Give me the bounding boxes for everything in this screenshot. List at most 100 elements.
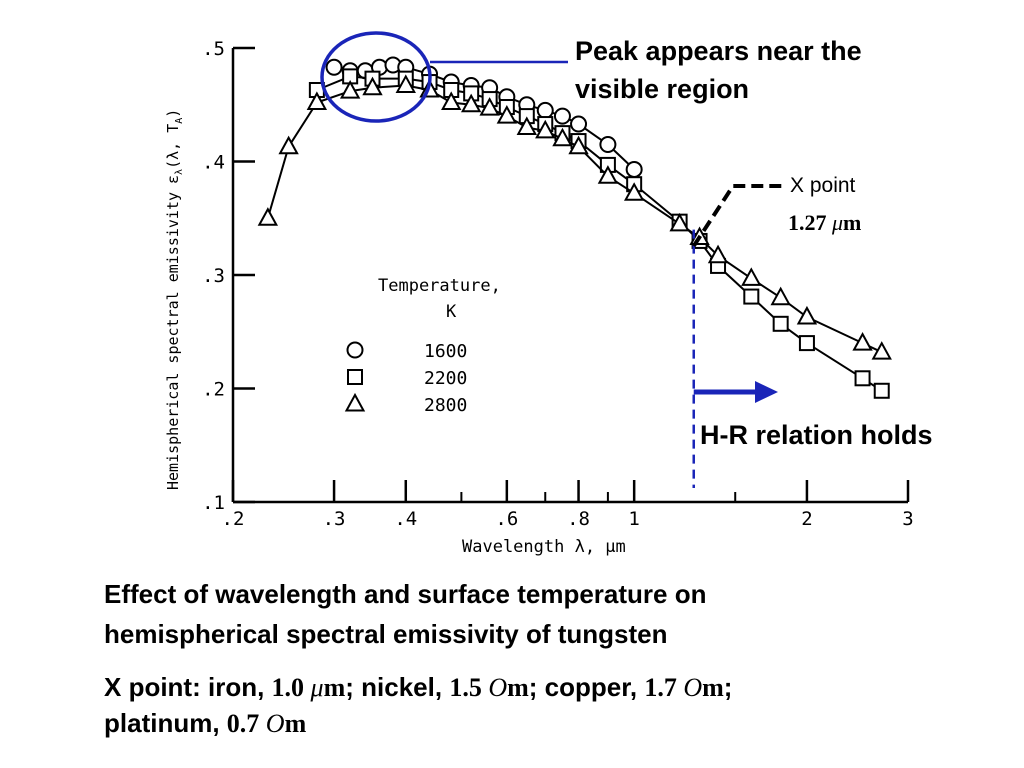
peak-highlight-ellipse: [320, 31, 432, 123]
data-point-2200: [854, 370, 871, 387]
legend-marker-2800: [344, 392, 366, 412]
y-tick-label: .1: [202, 492, 225, 514]
hr-arrow-head: [755, 381, 778, 403]
legend-label-2800: 2800: [424, 395, 467, 416]
y-tick-label: .3: [202, 265, 225, 287]
caption-line1: Effect of wavelength and surface tempera…: [104, 579, 707, 609]
x-tick-label: 2: [801, 508, 812, 530]
data-point-1600: [625, 160, 643, 178]
caption-nickel-value: 1.5 Om: [449, 673, 528, 702]
chart-series: [257, 56, 892, 399]
data-point-2800: [770, 286, 791, 306]
x-point-leader: [692, 184, 784, 248]
data-point-2800: [597, 165, 619, 184]
nickel-unit: m: [507, 673, 529, 702]
data-point-2800: [623, 182, 645, 201]
x-point-number: 1.27: [788, 210, 832, 235]
data-point-2200: [873, 382, 890, 399]
data-point-2800: [871, 341, 892, 360]
data-point-2800: [741, 267, 762, 286]
data-point-2800: [395, 74, 416, 93]
caption-line2: hemispherical spectral emissivity of tun…: [104, 619, 668, 649]
x-tick-label: .4: [394, 508, 417, 530]
caption-copper-value: 1.7 Om: [644, 673, 723, 702]
peak-note: Peak appears near the visible region: [575, 32, 862, 108]
iron-mu: μ: [310, 673, 324, 702]
data-point-2200: [798, 335, 815, 352]
chart-ticks: .1.2.3.4.5.2.3.4.6.8 1 2 3: [202, 38, 914, 530]
caption-nickel-lead: ; nickel,: [345, 672, 450, 702]
data-point-2800: [306, 91, 328, 110]
data-point-2800: [496, 105, 518, 124]
iron-number: 1.0: [271, 673, 311, 702]
caption-end: ;: [723, 672, 733, 702]
iron-unit: m: [323, 673, 346, 702]
legend-marker-2200: [347, 369, 363, 385]
data-point-2800: [278, 135, 299, 155]
data-point-2800: [707, 244, 729, 264]
x-tick-label: .8: [567, 508, 590, 530]
nickel-number: 1.5: [449, 673, 489, 702]
data-point-2200: [772, 315, 789, 332]
x-tick-label: .3: [323, 508, 346, 530]
y-tick-label: .2: [202, 379, 225, 401]
x-point-value: 1.27 μm: [788, 210, 861, 236]
x-tick-label: .6: [495, 508, 518, 530]
copper-unit: m: [702, 673, 724, 702]
legend-marker-1600: [346, 341, 364, 359]
copper-symbol: O: [683, 673, 703, 702]
data-point-2800: [460, 93, 482, 113]
caption-xpoints: X point: iron, 1.0 μm; nickel, 1.5 Om; c…: [104, 670, 732, 705]
nickel-symbol: O: [488, 673, 508, 702]
legend-title: Temperature,: [378, 276, 501, 296]
platinum-number: 0.7: [226, 709, 266, 738]
data-point-2800: [362, 76, 383, 96]
x-point-label: X point: [790, 174, 856, 197]
caption-iron-lead: X point: iron,: [104, 672, 272, 702]
x-point-unit: m: [843, 210, 862, 235]
legend-unit: K: [446, 302, 457, 322]
data-point-2800: [796, 305, 818, 325]
x-axis-label: Wavelength λ, μm: [462, 537, 626, 557]
x-tick-label: 3: [902, 508, 913, 530]
y-axis-label-group: Hemispherical spectral emissivityελ(λ, T…: [164, 109, 185, 490]
data-point-2800: [669, 212, 690, 232]
platinum-unit: m: [284, 709, 307, 738]
x-tick-label: 1: [628, 508, 639, 530]
y-tick-label: .4: [202, 152, 225, 174]
data-point-2800: [339, 80, 361, 99]
caption-copper-lead: ; copper,: [528, 672, 645, 702]
caption-iron-value: 1.0 μm: [272, 673, 346, 702]
legend-label-2200: 2200: [424, 368, 467, 389]
y-tick-label: .5: [202, 38, 225, 60]
data-point-1600: [570, 115, 588, 133]
chart-legend: Temperature, K 1600 2200 2800: [344, 276, 501, 416]
data-point-2800: [441, 91, 462, 110]
hr-relation-note: H-R relation holds: [700, 420, 933, 450]
platinum-symbol: O: [265, 709, 285, 738]
data-point-2800: [552, 127, 573, 147]
copper-number: 1.7: [644, 673, 684, 702]
caption-platinum-lead: platinum,: [104, 708, 227, 738]
data-point-1600: [536, 101, 554, 119]
data-point-1600: [599, 135, 617, 153]
data-point-2800: [568, 135, 589, 155]
peak-note-line2: visible region: [575, 74, 750, 104]
data-point-2800: [535, 119, 556, 139]
chart-annotations: [320, 31, 784, 488]
legend-label-1600: 1600: [424, 341, 467, 362]
caption-platinum-value: 0.7 Om: [227, 709, 306, 738]
y-axis-label: Hemispherical spectral emissivityελ(λ, T…: [164, 109, 185, 490]
x-point-mu: μ: [832, 210, 844, 235]
data-point-2200: [743, 288, 760, 305]
emissivity-chart: .1.2.3.4.5.2.3.4.6.8 1 2 3 Temperature, K 1…: [164, 31, 914, 557]
data-point-2800: [516, 116, 537, 135]
caption-platinum: platinum, 0.7 Om: [104, 706, 306, 741]
data-point-2800: [852, 332, 873, 351]
data-point-2800: [257, 207, 279, 226]
data-point-1600: [553, 107, 571, 125]
peak-note-line1: Peak appears near the: [575, 36, 862, 66]
data-point-1600: [325, 58, 343, 76]
x-tick-label: .2: [222, 508, 245, 530]
data-point-2800: [479, 97, 500, 116]
